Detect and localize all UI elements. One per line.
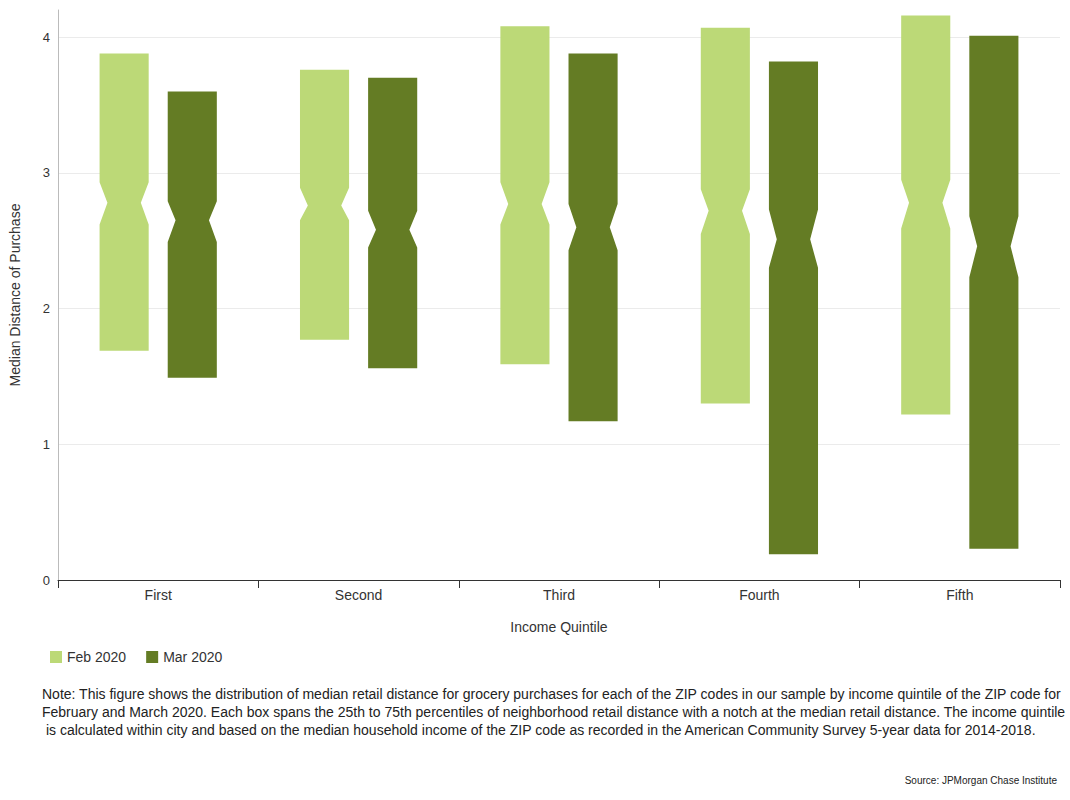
svg-text:4: 4 xyxy=(43,30,50,45)
svg-text:3: 3 xyxy=(43,165,50,180)
svg-text:Fifth: Fifth xyxy=(946,587,973,603)
svg-text:Median Distance of Purchase: Median Distance of Purchase xyxy=(7,203,23,386)
svg-text:Mar 2020: Mar 2020 xyxy=(163,649,222,665)
svg-text:Note: This figure shows the di: Note: This figure shows the distribution… xyxy=(42,686,1065,702)
svg-text:Second: Second xyxy=(335,587,382,603)
svg-text:Third: Third xyxy=(543,587,575,603)
svg-text:February and March 2020. Each: February and March 2020. Each box spans … xyxy=(42,704,1065,720)
svg-text:2: 2 xyxy=(43,301,50,316)
svg-text:0: 0 xyxy=(43,573,50,588)
svg-text:Income Quintile: Income Quintile xyxy=(510,619,607,635)
svg-text:Source: JPMorgan Chase Institu: Source: JPMorgan Chase Institute xyxy=(905,775,1058,786)
svg-text:Fourth: Fourth xyxy=(739,587,779,603)
svg-text:First: First xyxy=(145,587,172,603)
svg-text:is calculated within city and: is calculated within city and based on t… xyxy=(42,722,1036,738)
svg-text:1: 1 xyxy=(43,437,50,452)
svg-text:Feb 2020: Feb 2020 xyxy=(67,649,126,665)
